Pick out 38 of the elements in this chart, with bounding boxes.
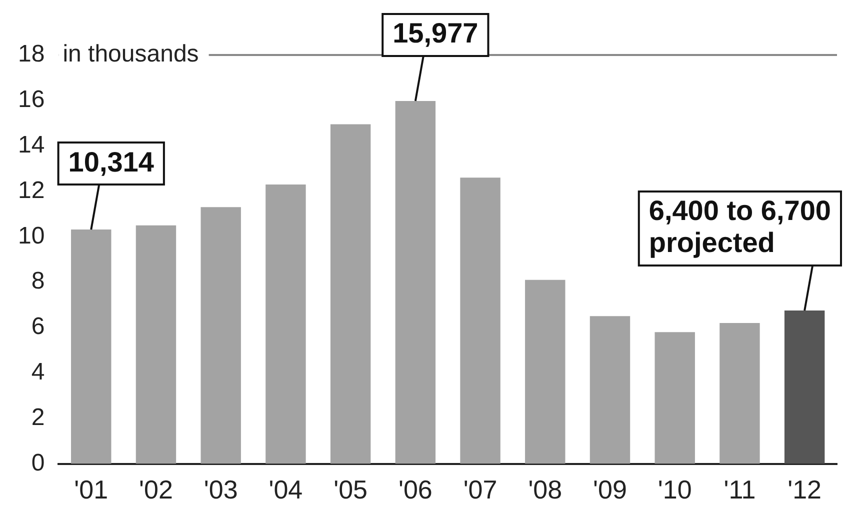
bar [720,322,760,464]
annotation: 15,977 [392,18,478,49]
x-tick-label: '03 [204,474,238,505]
bar [654,332,695,464]
x-tick-label: '11 [724,474,756,505]
bar [136,225,176,464]
bar [460,178,500,464]
y-tick-label: 6 [31,313,45,340]
x-tick-label: '06 [398,474,432,505]
y-tick-label: 4 [31,358,45,386]
bar [395,100,436,464]
bar [266,184,306,464]
y-tick-label: 16 [18,86,45,114]
x-tick-label: '01 [74,474,108,505]
y-tick-label: 0 [31,449,45,476]
x-tick-label: '08 [528,474,562,505]
y-tick-label: 18 [18,40,45,68]
x-tick-label: '04 [268,474,303,505]
bar [590,316,630,464]
x-tick-label: '12 [788,474,822,505]
bar [330,124,371,464]
y-tick-label: 8 [31,268,45,295]
bar [71,230,112,464]
x-tick-label: '05 [334,474,368,505]
x-tick-label: '07 [463,474,498,505]
x-tick-label: '10 [658,474,692,505]
y-axis-title: in thousands [62,40,199,68]
y-tick-label: 2 [31,404,45,432]
bar [784,310,825,464]
x-tick-label: '02 [139,474,173,505]
annotation: 6,400 to 6,700 projected [648,195,831,258]
y-tick-label: 14 [18,131,45,158]
y-tick-label: 10 [18,222,45,250]
annotation: 10,314 [68,146,154,178]
y-tick-label: 12 [18,176,45,204]
bar [200,207,241,464]
bar [525,280,566,464]
x-tick-label: '09 [593,474,627,505]
